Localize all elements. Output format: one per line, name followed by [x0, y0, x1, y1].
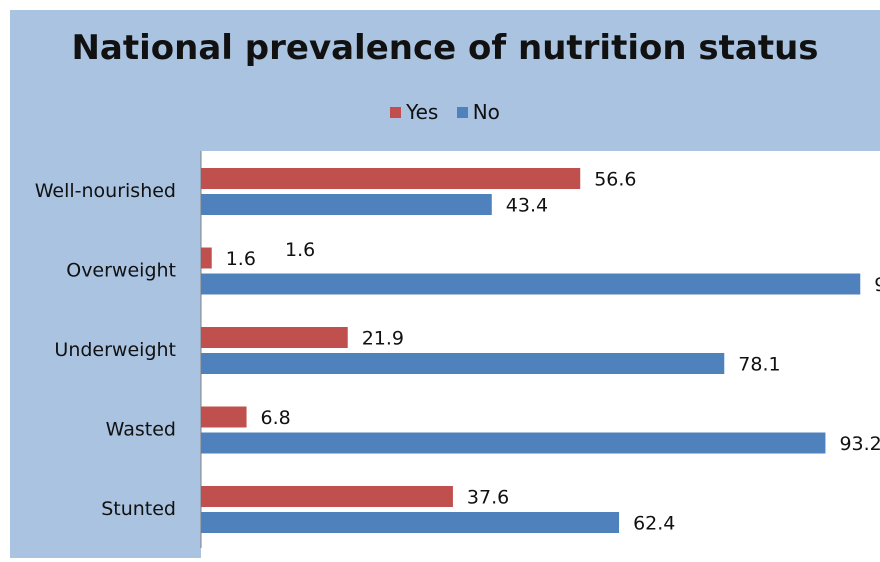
legend-item-yes: Yes	[390, 100, 438, 124]
category-label-stunted: Stunted	[101, 498, 176, 520]
chart-title: National prevalence of nutrition status	[71, 28, 819, 68]
bar-no-overweight	[201, 273, 861, 295]
legend-label-yes: Yes	[406, 100, 439, 124]
category-label-overweight: Overweight	[66, 260, 176, 282]
bar-no-wasted	[201, 432, 826, 454]
legend-item-no: No	[456, 100, 500, 124]
data-label-no-stunted: 62.4	[633, 513, 675, 535]
bar-no-underweight	[201, 353, 725, 374]
bar-no-stunted	[201, 512, 620, 533]
data-label-yes-wasted: 6.8	[261, 407, 291, 429]
category-label-underweight: Underweight	[54, 339, 176, 361]
bar-no-well-nourished	[201, 194, 492, 215]
bar-yes-well-nourished	[201, 168, 581, 189]
legend-swatch-yes	[390, 107, 402, 118]
category-label-well-nourished: Well-nourished	[35, 180, 176, 202]
bar-yes-stunted	[201, 486, 453, 507]
data-label-extra: 1.6	[285, 239, 315, 261]
data-label-yes-stunted: 37.6	[467, 487, 509, 509]
data-label-no-well-nourished: 43.4	[506, 195, 548, 217]
bar-yes-wasted	[201, 406, 247, 428]
data-label-no-overweight: 98.4	[874, 274, 880, 296]
bar-yes-overweight	[201, 247, 212, 269]
legend: Yes No	[10, 100, 880, 124]
data-label-yes-well-nourished: 56.6	[594, 169, 636, 191]
data-label-yes-underweight: 21.9	[362, 328, 404, 350]
data-label-no-wasted: 93.2	[839, 433, 880, 455]
category-label-wasted: Wasted	[106, 419, 176, 441]
legend-swatch-no	[456, 107, 468, 118]
data-label-yes-overweight: 1.6	[226, 248, 256, 270]
bar-yes-underweight	[201, 327, 348, 348]
data-label-no-underweight: 78.1	[738, 354, 780, 376]
legend-label-no: No	[472, 100, 500, 124]
